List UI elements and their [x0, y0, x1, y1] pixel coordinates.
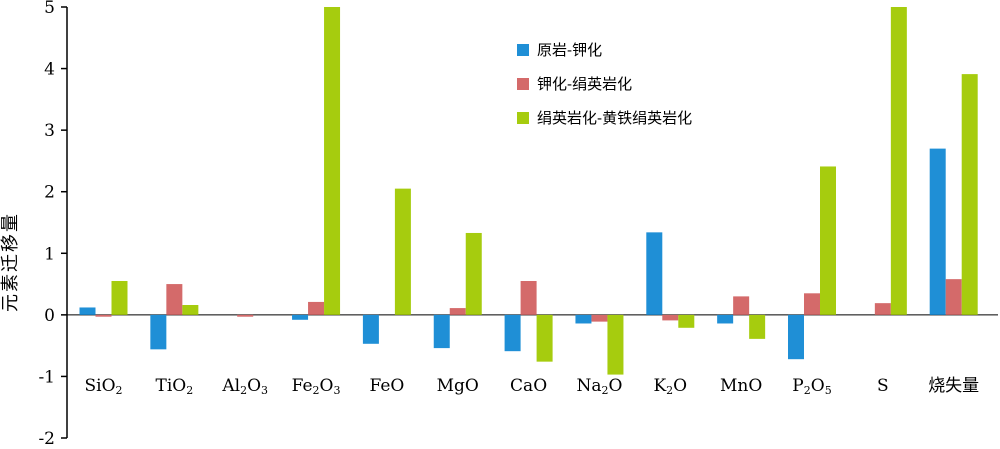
y-tick-label: 1 [44, 244, 55, 264]
bar [678, 314, 695, 328]
category-label: SiO2 [84, 376, 122, 397]
bar [504, 314, 521, 352]
category-label: FeO [369, 376, 404, 396]
category-label: Fe2O3 [292, 376, 341, 397]
bar [890, 7, 907, 315]
category-label: K2O [653, 376, 687, 397]
bar [150, 314, 167, 350]
bar [433, 314, 450, 349]
legend-label: 原岩-钾化 [537, 41, 602, 59]
bar [394, 188, 411, 315]
bar [804, 293, 820, 315]
bar [449, 308, 466, 315]
category-label: S [877, 376, 889, 396]
bar [308, 301, 325, 315]
bar [166, 284, 183, 315]
bar [591, 314, 608, 322]
bar [362, 314, 379, 344]
bar [646, 232, 663, 315]
category-label: 烧失量 [928, 376, 979, 396]
bar [536, 314, 553, 362]
bar [874, 303, 891, 315]
bar [607, 314, 624, 375]
y-tick-label: 4 [44, 60, 55, 80]
category-label: Na2O [576, 376, 622, 397]
y-tick-label: 3 [44, 121, 55, 141]
bar [79, 307, 96, 315]
category-label: MnO [720, 376, 762, 396]
bar [749, 314, 766, 339]
bar [945, 279, 962, 315]
bar [237, 314, 254, 317]
bar [961, 74, 978, 315]
category-label: MgO [437, 376, 479, 396]
bar [95, 314, 112, 317]
legend-label: 绢英岩化-黄铁绢英岩化 [537, 109, 692, 127]
bar [929, 148, 946, 315]
y-tick-label: 2 [44, 183, 55, 203]
bar [575, 314, 592, 324]
category-label: Al2O3 [221, 376, 268, 397]
legend-label: 钾化-绢英岩化 [537, 75, 632, 93]
y-tick-label: 0 [44, 306, 55, 326]
y-axis-label: 元素迁移量 [0, 212, 21, 312]
category-label: P2O5 [792, 376, 831, 397]
category-label: TiO2 [155, 376, 193, 397]
bar [465, 232, 482, 315]
legend-swatch [517, 112, 529, 124]
axes: 5 4 3 2 1 0 -1 -2 [38, 0, 998, 449]
legend-swatch [517, 44, 529, 56]
category-labels: SiO2 TiO2 Al2O3 Fe2O3 FeO MgO CaO Na2O K2O MnO P2O… [84, 376, 979, 397]
category-label: CaO [510, 376, 547, 396]
bar [182, 305, 199, 315]
bar [111, 280, 128, 315]
bar [292, 314, 309, 320]
bar [788, 314, 804, 360]
bar [820, 166, 836, 315]
bar [717, 314, 734, 324]
y-tick-label: 5 [44, 0, 55, 18]
y-tick-label: -1 [38, 367, 55, 387]
y-tick-label: -2 [38, 429, 55, 445]
bar [324, 7, 341, 315]
bar [662, 314, 679, 321]
bars [79, 7, 978, 375]
legend-swatch [517, 78, 529, 90]
bar [733, 296, 750, 315]
bar [520, 280, 537, 315]
